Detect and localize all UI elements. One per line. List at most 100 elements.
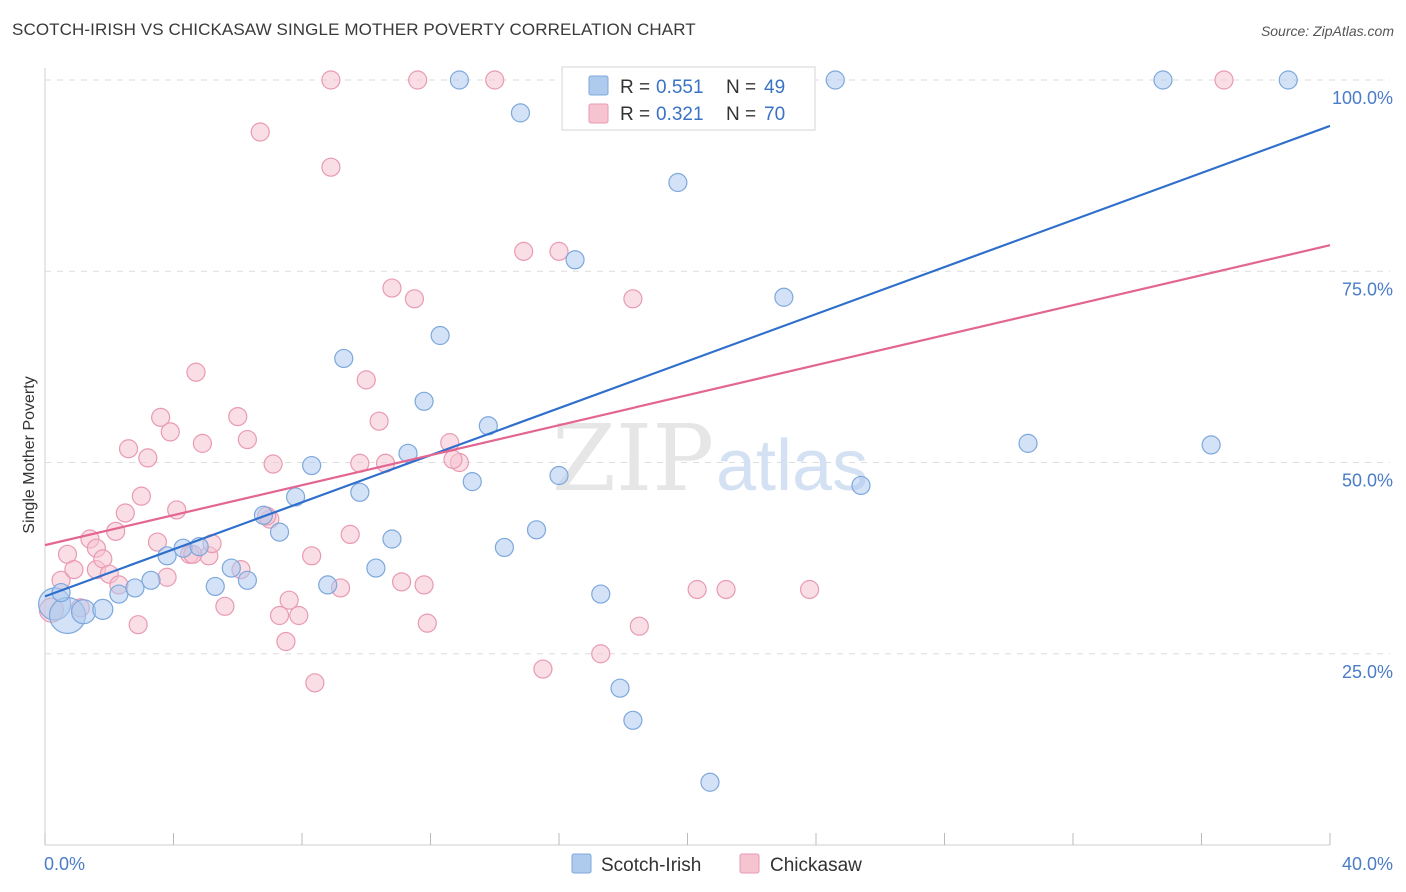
scotch-irish-point (285, 487, 306, 507)
scotch-irish-point (237, 570, 257, 590)
chickasaw-point (186, 362, 206, 382)
y-tick-label: 75.0% (1342, 279, 1393, 299)
chickasaw-point (356, 370, 376, 390)
chickasaw-point (250, 122, 270, 142)
chickasaw-point (382, 278, 402, 298)
chickasaw-point (321, 157, 341, 177)
chickasaw-point (623, 289, 643, 309)
chickasaw-point (289, 605, 309, 626)
chickasaw-point (391, 572, 412, 592)
chickasaw-point (151, 407, 171, 427)
chickasaw-point (269, 605, 290, 626)
scotch-irish-point (1018, 433, 1038, 453)
y-axis-label: Single Mother Poverty (21, 376, 38, 533)
legend-n-value-2: 70 (764, 104, 785, 125)
chickasaw-point (549, 241, 569, 261)
chickasaw-point (215, 596, 235, 616)
scotch-irish-point (668, 172, 688, 193)
scotch-irish-point (774, 287, 794, 307)
scotch-irish-point (205, 576, 225, 597)
series-label-chickasaw: Chickasaw (770, 855, 862, 876)
chickasaw-point (118, 439, 139, 459)
trend-lines (44, 124, 1331, 598)
scotch-irish-point (1153, 70, 1173, 90)
scotch-irish-point (269, 522, 290, 542)
scotch-irish-point (549, 465, 569, 486)
scotch-irish-point (462, 472, 482, 492)
scotch-irish-point (302, 455, 322, 476)
series-label-scotch-irish: Scotch-Irish (601, 855, 701, 876)
scotch-irish-trend-line (44, 124, 1331, 598)
watermark-zip: ZIP (552, 405, 714, 512)
scotch-irish-point (334, 348, 354, 369)
scotch-irish-point (1278, 70, 1298, 90)
scotch-irish-point (449, 70, 470, 90)
chickasaw-point (157, 567, 177, 587)
chickasaw-point (716, 579, 736, 600)
scotch-irish-point (70, 599, 97, 625)
chickasaw-point (417, 613, 437, 633)
chickasaw-point (115, 503, 135, 523)
chickasaw-point (687, 579, 707, 600)
legend-r-label-1: R = (620, 77, 650, 98)
scotch-irish-point (851, 475, 871, 496)
chickasaw-point (414, 575, 434, 595)
chickasaw-point (237, 429, 257, 450)
legend-r-value-1: 0.551 (656, 77, 704, 98)
chickasaw-point (263, 454, 283, 474)
chickasaw-point (340, 524, 360, 545)
scotch-irish-point (700, 772, 720, 792)
chickasaw-point (408, 70, 428, 90)
chickasaw-point (514, 241, 534, 261)
chickasaw-trend-line (44, 244, 1331, 547)
chickasaw-point (147, 532, 168, 552)
chickasaw-point (305, 673, 325, 693)
scotch-irish-point (382, 529, 402, 549)
chickasaw-point (228, 407, 248, 427)
legend-n-label-1: N = (726, 77, 756, 98)
scotch-irish-point (221, 558, 241, 578)
y-tick-label: 50.0% (1342, 471, 1393, 491)
chickasaw-point (64, 559, 84, 580)
chickasaw-point (443, 449, 463, 470)
scotch-irish-point (510, 103, 531, 123)
source-credit: Source: ZipAtlas.com (1260, 23, 1394, 39)
scotch-irish-point (565, 250, 585, 270)
x-tick-label: 0.0% (44, 854, 85, 874)
legend-n-value-1: 49 (764, 77, 785, 98)
chickasaw-point (276, 631, 296, 652)
scotch-irish-point (350, 482, 370, 502)
scotch-irish-point (141, 570, 161, 590)
chickasaw-point (160, 422, 180, 442)
chickasaw-point (279, 590, 299, 610)
chickasaw-point (533, 659, 553, 679)
chickasaw-point (138, 448, 158, 468)
chickasaw-point (128, 615, 148, 635)
scotch-irish-point (366, 558, 386, 578)
scotch-irish-point (623, 710, 643, 730)
tick-labels: 25.0% 50.0% 75.0% 100.0% 0.0% 40.0% (44, 88, 1393, 874)
chickasaw-point (192, 433, 213, 453)
chickasaw-point (799, 579, 820, 600)
scotch-irish-point (526, 520, 547, 540)
chickasaw-point (106, 521, 126, 541)
chickasaw-point (131, 486, 151, 506)
scotch-irish-point (591, 584, 611, 604)
watermark-atlas: atlas (716, 426, 868, 506)
scotch-irish-point (610, 678, 630, 698)
legend-n-label-2: N = (726, 104, 756, 125)
scotch-irish-point (125, 578, 145, 598)
chickasaw-point (629, 616, 649, 636)
chickasaw-point (1214, 70, 1234, 90)
scotch-irish-point (92, 598, 114, 620)
scotch-irish-point (825, 70, 845, 90)
legend-swatch-blue (588, 75, 609, 96)
chickasaw-point (302, 546, 322, 566)
watermark: ZIP atlas (552, 405, 868, 512)
chickasaw-point (404, 289, 425, 309)
chart-title: SCOTCH-IRISH VS CHICKASAW SINGLE MOTHER … (12, 20, 696, 39)
correlation-legend: R = 0.551 N = 49 R = 0.321 N = 70 (561, 66, 816, 131)
x-tick-label: 40.0% (1342, 854, 1393, 874)
scotch-irish-point (1201, 435, 1221, 455)
